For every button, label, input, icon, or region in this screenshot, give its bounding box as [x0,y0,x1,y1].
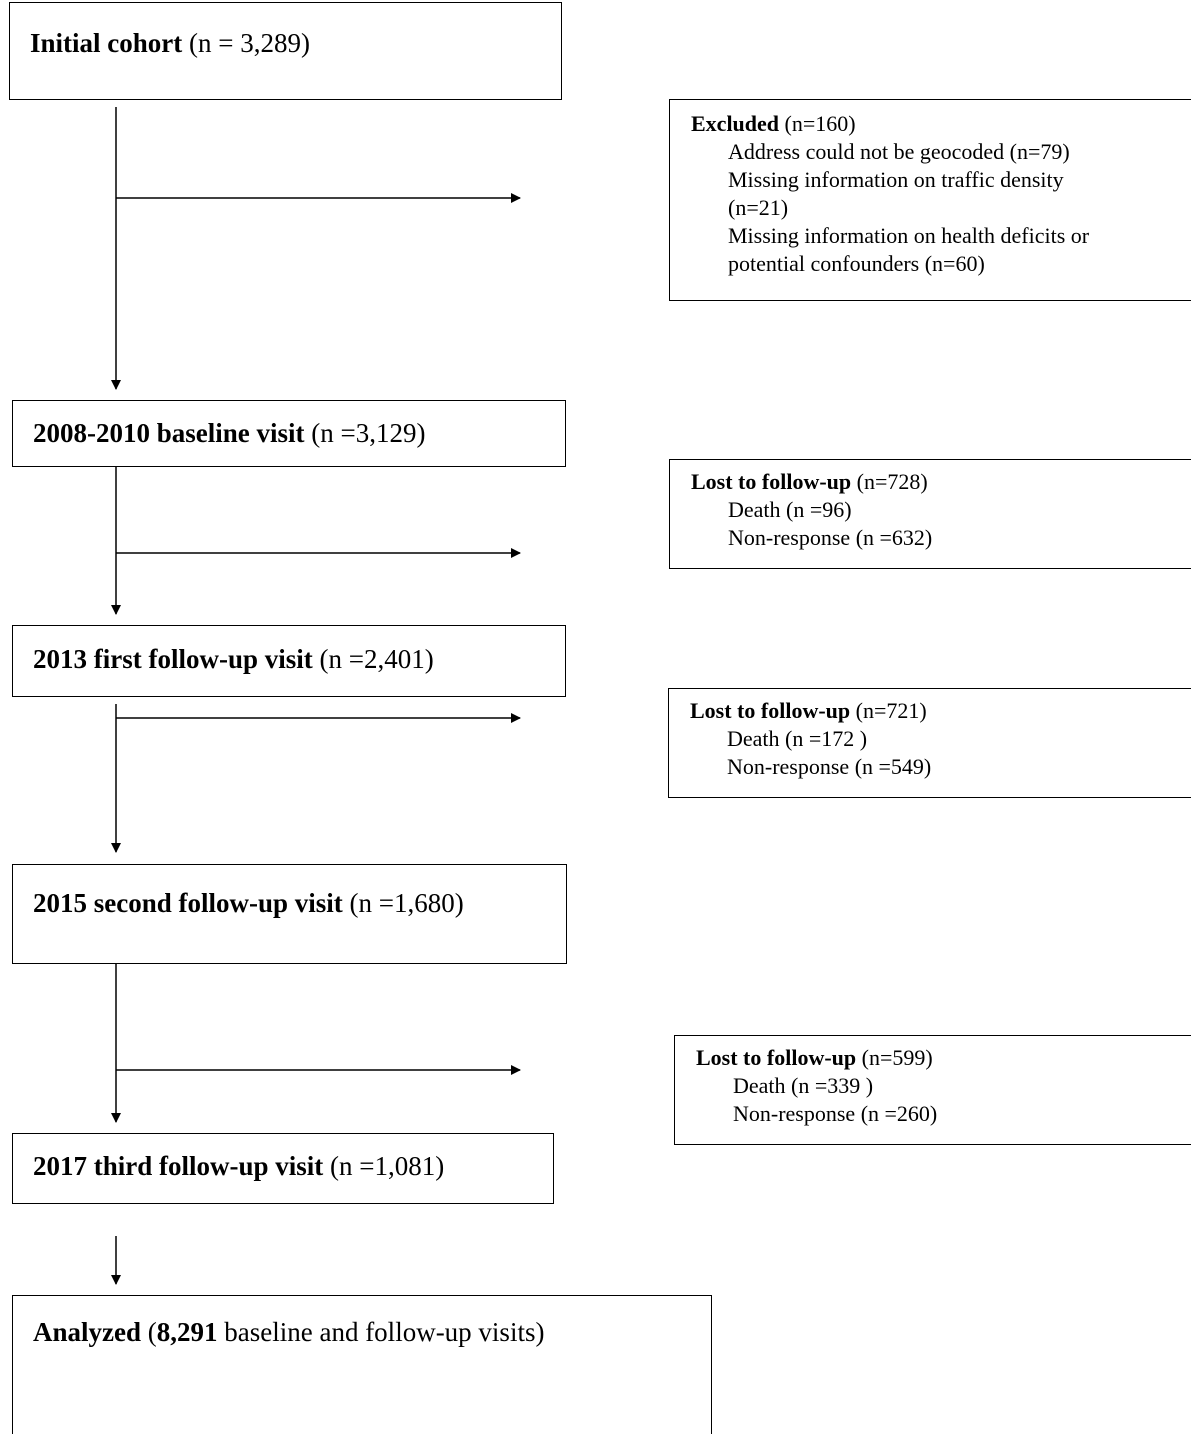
initial-cohort-label: Initial cohort [30,28,183,58]
lost-followup-box-2: Lost to follow-up (n=721) Death (n =172 … [668,688,1191,798]
third-followup-label: 2017 third follow-up visit [33,1151,324,1181]
excluded-count: (n=160) [779,111,856,136]
analyzed-box: Analyzed (8,291 baseline and follow-up v… [12,1295,712,1434]
death-count: Death (n =96) [728,497,852,522]
lost-followup-label: Lost to follow-up [690,698,851,723]
excluded-item: potential confounders (n=60) [728,251,985,276]
lost-followup-count: (n=599) [856,1045,933,1070]
death-count: Death (n =172 ) [727,726,868,751]
excluded-label: Excluded [691,111,780,136]
lost-followup-box-1: Lost to follow-up (n=728) Death (n =96) … [669,459,1191,569]
excluded-item: Missing information on health deficits o… [728,223,1090,248]
first-followup-count: (n =2,401) [312,644,434,674]
third-followup-box: 2017 third follow-up visit (n =1,081) [12,1133,554,1204]
second-followup-box: 2015 second follow-up visit (n =1,680) [12,864,567,964]
non-response-count: Non-response (n =632) [728,525,933,550]
baseline-visit-count: (n =3,129) [304,418,426,448]
analyzed-rest: baseline and follow-up visits) [217,1317,545,1347]
second-followup-count: (n =1,680) [342,888,464,918]
lost-followup-count: (n=721) [850,698,927,723]
excluded-item: Missing information on traffic density [728,167,1064,192]
non-response-count: Non-response (n =260) [733,1101,938,1126]
analyzed-label: Analyzed [33,1317,141,1347]
baseline-visit-box: 2008-2010 baseline visit (n =3,129) [12,400,566,467]
third-followup-count: (n =1,081) [323,1151,445,1181]
first-followup-box: 2013 first follow-up visit (n =2,401) [12,625,566,697]
analyzed-open: ( [141,1317,157,1347]
initial-cohort-count: (n = 3,289) [182,28,310,58]
lost-followup-label: Lost to follow-up [691,469,852,494]
analyzed-count: 8,291 [156,1317,218,1347]
excluded-box: Excluded (n=160) Address could not be ge… [669,99,1191,301]
lost-followup-label: Lost to follow-up [696,1045,857,1070]
lost-followup-count: (n=728) [851,469,928,494]
lost-followup-box-3: Lost to follow-up (n=599) Death (n =339 … [674,1035,1191,1145]
baseline-visit-label: 2008-2010 baseline visit [33,418,305,448]
initial-cohort-box: Initial cohort (n = 3,289) [9,2,562,100]
excluded-item: (n=21) [728,195,789,220]
first-followup-label: 2013 first follow-up visit [33,644,313,674]
excluded-item: Address could not be geocoded (n=79) [728,139,1070,164]
death-count: Death (n =339 ) [733,1073,874,1098]
non-response-count: Non-response (n =549) [727,754,932,779]
second-followup-label: 2015 second follow-up visit [33,888,343,918]
